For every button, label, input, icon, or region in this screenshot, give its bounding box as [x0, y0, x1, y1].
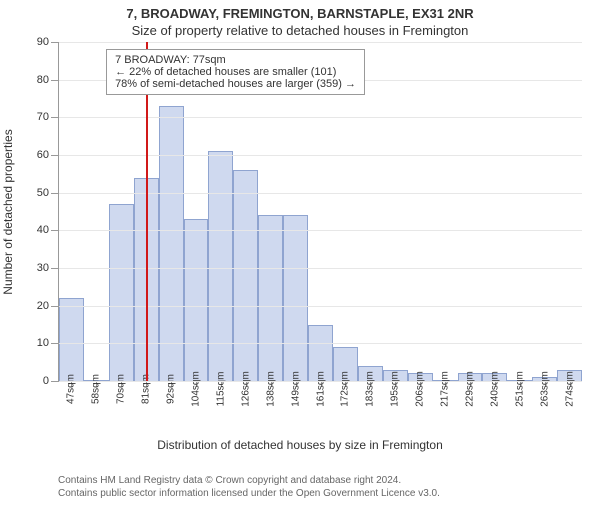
gridline — [59, 155, 582, 156]
histogram-bar — [59, 298, 84, 381]
x-tick-label: 251sqm — [514, 371, 525, 407]
y-tick — [51, 306, 59, 307]
histogram-bar — [283, 215, 308, 381]
gridline — [59, 268, 582, 269]
x-tick-label: 70sqm — [116, 374, 127, 404]
x-tick-label: 138sqm — [265, 371, 276, 407]
plot-region: 47sqm58sqm70sqm81sqm92sqm104sqm115sqm126… — [58, 42, 582, 382]
gridline — [59, 381, 582, 382]
gridline — [59, 42, 582, 43]
y-tick — [51, 42, 59, 43]
x-tick-label: 58sqm — [91, 374, 102, 404]
x-tick-label: 183sqm — [365, 371, 376, 407]
histogram-bar — [208, 151, 233, 381]
histogram-bar — [258, 215, 283, 381]
gridline — [59, 193, 582, 194]
y-tick-label: 10 — [37, 337, 49, 349]
y-tick-label: 90 — [37, 36, 49, 48]
histogram-bar — [233, 170, 258, 381]
x-tick-label: 115sqm — [215, 372, 226, 407]
x-tick-label: 229sqm — [464, 371, 475, 407]
chart-area: Number of detached properties 47sqm58sqm… — [58, 42, 582, 382]
y-axis-label: Number of detached properties — [1, 129, 15, 294]
y-tick — [51, 381, 59, 382]
histogram-bar — [184, 219, 209, 381]
y-tick-label: 40 — [37, 224, 49, 236]
x-tick-label: 92sqm — [166, 374, 177, 404]
y-tick-label: 50 — [37, 187, 49, 199]
y-tick-label: 20 — [37, 300, 49, 312]
x-tick-label: 161sqm — [315, 371, 326, 407]
gridline — [59, 117, 582, 118]
footer-line1: Contains HM Land Registry data © Crown c… — [58, 474, 582, 487]
x-tick-label: 206sqm — [415, 371, 426, 407]
x-tick-label: 274sqm — [564, 371, 575, 407]
x-tick-label: 104sqm — [190, 371, 201, 407]
x-axis-label: Distribution of detached houses by size … — [0, 438, 600, 452]
y-tick-label: 80 — [37, 74, 49, 86]
y-tick — [51, 343, 59, 344]
histogram-bar — [159, 106, 184, 381]
y-tick — [51, 193, 59, 194]
y-tick-label: 0 — [43, 375, 49, 387]
chart-subtitle: Size of property relative to detached ho… — [0, 23, 600, 38]
annotation-line-larger: 78% of semi-detached houses are larger (… — [115, 78, 356, 90]
footer-attribution: Contains HM Land Registry data © Crown c… — [58, 474, 582, 500]
annotation-line-property: 7 BROADWAY: 77sqm — [115, 54, 356, 66]
x-tick-label: 240sqm — [489, 371, 500, 407]
y-tick — [51, 80, 59, 81]
footer-line2: Contains public sector information licen… — [58, 487, 582, 500]
y-tick — [51, 117, 59, 118]
annotation-line-smaller: ← 22% of detached houses are smaller (10… — [115, 66, 356, 78]
x-tick-label: 172sqm — [340, 371, 351, 407]
x-tick-label: 195sqm — [390, 371, 401, 407]
x-tick-label: 126sqm — [240, 371, 251, 407]
annotation-box: 7 BROADWAY: 77sqm← 22% of detached house… — [106, 49, 365, 95]
gridline — [59, 343, 582, 344]
x-tick-label: 217sqm — [440, 371, 451, 407]
gridline — [59, 306, 582, 307]
y-tick-label: 30 — [37, 262, 49, 274]
x-tick-label: 47sqm — [66, 374, 77, 404]
gridline — [59, 230, 582, 231]
chart-title-address: 7, BROADWAY, FREMINGTON, BARNSTAPLE, EX3… — [0, 6, 600, 21]
y-tick — [51, 230, 59, 231]
x-tick-label: 149sqm — [290, 371, 301, 407]
x-tick-label: 263sqm — [539, 371, 550, 407]
y-tick — [51, 268, 59, 269]
y-tick-label: 60 — [37, 149, 49, 161]
y-tick-label: 70 — [37, 111, 49, 123]
y-tick — [51, 155, 59, 156]
